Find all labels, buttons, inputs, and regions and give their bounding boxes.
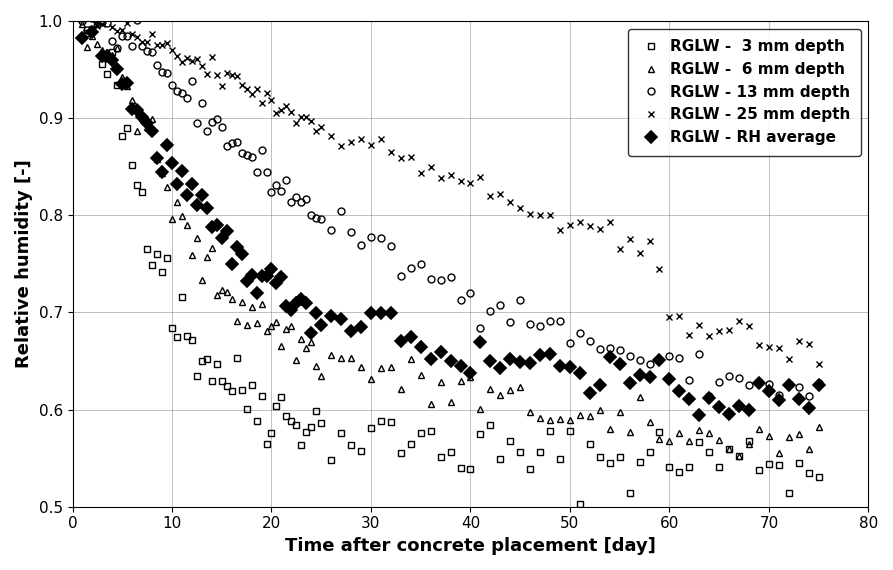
RGLW - 13 mm depth: [614, 347, 625, 353]
RGLW -  6 mm depth: [605, 425, 615, 432]
RGLW - 25 mm depth: [614, 246, 625, 253]
RGLW -  3 mm depth: [574, 500, 585, 507]
RGLW - 13 mm depth: [77, 17, 88, 24]
RGLW -  3 mm depth: [355, 447, 366, 454]
RGLW - RH average: [77, 34, 88, 41]
RGLW - RH average: [814, 382, 824, 389]
RGLW - 25 mm depth: [365, 142, 376, 149]
Legend: RGLW -  3 mm depth, RGLW -  6 mm depth, RGLW - 13 mm depth, RGLW - 25 mm depth, : RGLW - 3 mm depth, RGLW - 6 mm depth, RG…: [629, 28, 861, 156]
RGLW - RH average: [365, 310, 376, 316]
RGLW - RH average: [614, 361, 625, 368]
RGLW - 25 mm depth: [336, 142, 346, 149]
RGLW -  6 mm depth: [814, 424, 824, 430]
RGLW - 25 mm depth: [77, 16, 88, 23]
RGLW - RH average: [82, 5, 93, 11]
RGLW -  3 mm depth: [226, 388, 237, 394]
RGLW - 25 mm depth: [212, 72, 222, 79]
RGLW - 13 mm depth: [336, 208, 346, 215]
RGLW - RH average: [336, 315, 346, 322]
RGLW -  6 mm depth: [326, 352, 337, 359]
RGLW - 25 mm depth: [196, 63, 207, 70]
Y-axis label: Relative humidity [-]: Relative humidity [-]: [15, 160, 33, 368]
RGLW - 13 mm depth: [704, 392, 714, 399]
Line: RGLW -  3 mm depth: RGLW - 3 mm depth: [79, 9, 822, 507]
RGLW -  6 mm depth: [206, 245, 217, 251]
RGLW -  6 mm depth: [191, 234, 202, 241]
RGLW -  3 mm depth: [614, 453, 625, 460]
RGLW - 13 mm depth: [212, 116, 222, 123]
RGLW - RH average: [212, 222, 222, 229]
RGLW - RH average: [196, 192, 207, 199]
RGLW - 13 mm depth: [231, 139, 242, 145]
RGLW - 25 mm depth: [231, 72, 242, 79]
RGLW -  3 mm depth: [77, 9, 88, 16]
RGLW -  6 mm depth: [355, 363, 366, 370]
Line: RGLW - 13 mm depth: RGLW - 13 mm depth: [79, 13, 822, 399]
RGLW - 13 mm depth: [365, 234, 376, 241]
RGLW -  6 mm depth: [226, 295, 237, 302]
X-axis label: Time after concrete placement [day]: Time after concrete placement [day]: [285, 537, 655, 555]
Line: RGLW - 25 mm depth: RGLW - 25 mm depth: [79, 13, 822, 367]
RGLW - 13 mm depth: [196, 100, 207, 107]
RGLW -  6 mm depth: [77, 21, 88, 27]
RGLW - 13 mm depth: [92, 13, 103, 20]
RGLW -  3 mm depth: [326, 457, 337, 463]
RGLW -  3 mm depth: [191, 373, 202, 380]
RGLW - RH average: [694, 412, 705, 419]
RGLW -  3 mm depth: [206, 378, 217, 385]
RGLW -  3 mm depth: [814, 474, 824, 481]
RGLW - 13 mm depth: [814, 380, 824, 386]
RGLW - 25 mm depth: [814, 360, 824, 367]
Line: RGLW -  6 mm depth: RGLW - 6 mm depth: [79, 21, 822, 460]
RGLW - RH average: [231, 244, 242, 251]
RGLW - 25 mm depth: [82, 13, 93, 20]
Line: RGLW - RH average: RGLW - RH average: [79, 3, 822, 420]
RGLW -  6 mm depth: [734, 453, 745, 460]
